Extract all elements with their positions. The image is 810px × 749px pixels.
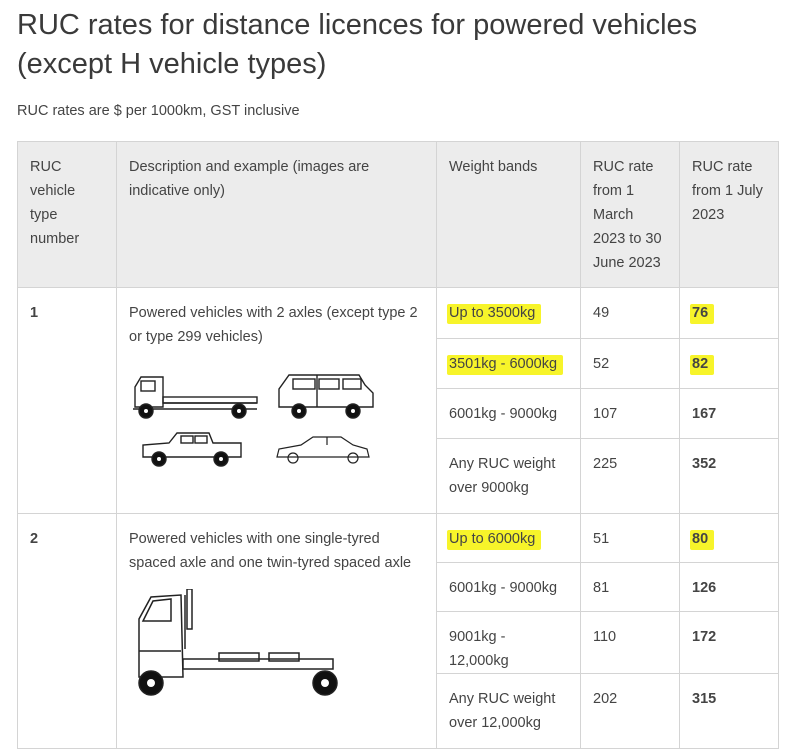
van-icon <box>278 374 374 419</box>
page-title: RUC rates for distance licences for powe… <box>17 9 698 80</box>
table-row: 9001kg - 12,000kg 110 172 <box>18 611 779 674</box>
rate-new-cell: 352 <box>679 438 779 514</box>
description-cell: Powered vehicles with 2 axles (except ty… <box>116 287 437 514</box>
rate-old-cell: 225 <box>580 438 680 514</box>
weight-band-cell: 3501kg - 6000kg <box>436 338 581 389</box>
weight-band-text: Up to 6000kg <box>447 530 542 550</box>
vehicle-illustrations <box>138 589 338 696</box>
weight-band-text: 3501kg - 6000kg <box>447 355 564 375</box>
table-row: 2 Powered vehicles with one single-tyred… <box>17 513 779 749</box>
header-rate-march-2023: RUC rate from 1 March 2023 to 30 June 20… <box>580 141 680 288</box>
description-text: Powered vehicles with one single-tyred s… <box>129 531 412 571</box>
flatbed-truck-icon <box>133 376 258 419</box>
rate-new-cell: 172 <box>679 611 779 674</box>
table-row: 6001kg - 9000kg 107 167 <box>18 388 779 439</box>
rate-new-cell: 82 <box>679 338 779 389</box>
rate-old-cell: 52 <box>580 338 680 389</box>
weight-band-cell: 6001kg - 9000kg <box>436 562 581 612</box>
page-subtitle: RUC rates are $ per 1000km, GST inclusiv… <box>17 103 300 119</box>
pickup-truck-icon <box>142 432 242 467</box>
rate-old-cell: 110 <box>580 611 680 674</box>
sedan-car-icon <box>276 436 370 464</box>
vehicle-illustrations <box>133 374 374 467</box>
rate-new-text: 80 <box>690 530 715 550</box>
weight-band-text: Up to 3500kg <box>447 304 542 324</box>
table-row: 1 Powered vehicles with 2 axles (except … <box>17 287 779 514</box>
table-row: Any RUC weight over 9000kg 225 352 <box>18 438 779 514</box>
header-rate-july-2023: RUC rate from 1 July 2023 <box>679 141 779 288</box>
rate-new-cell: 76 <box>679 287 779 339</box>
description-text: Powered vehicles with 2 axles (except ty… <box>129 305 418 345</box>
weight-band-cell: 9001kg - 12,000kg <box>436 611 581 674</box>
header-type-number: RUC vehicle type number <box>17 141 117 288</box>
weight-band-cell: Up to 6000kg <box>436 513 581 563</box>
weight-band-cell: Any RUC weight over 9000kg <box>436 438 581 514</box>
rate-new-text: 76 <box>690 304 715 324</box>
header-weight-bands: Weight bands <box>436 141 581 288</box>
description-cell: Powered vehicles with one single-tyred s… <box>116 513 437 749</box>
rate-new-cell: 167 <box>679 388 779 439</box>
header-description: Description and example (images are indi… <box>116 141 437 288</box>
rate-new-cell: 80 <box>679 513 779 563</box>
rate-old-cell: 81 <box>580 562 680 612</box>
weight-band-cell: 6001kg - 9000kg <box>436 388 581 439</box>
rate-new-cell: 126 <box>679 562 779 612</box>
cab-chassis-truck-icon <box>138 589 338 696</box>
rate-old-cell: 51 <box>580 513 680 563</box>
ruc-rates-table: RUC vehicle type number Description and … <box>17 141 779 749</box>
table-header-row: RUC vehicle type number Description and … <box>17 141 779 288</box>
weight-band-cell: Any RUC weight over 12,000kg <box>436 673 581 749</box>
type-number-cell: 2 <box>17 513 117 749</box>
rate-old-cell: 107 <box>580 388 680 439</box>
table-row: Any RUC weight over 12,000kg 202 315 <box>18 673 779 749</box>
type-number-cell: 1 <box>17 287 117 514</box>
rate-new-text: 82 <box>690 355 715 375</box>
rate-new-cell: 315 <box>679 673 779 749</box>
rate-old-cell: 202 <box>580 673 680 749</box>
rate-old-cell: 49 <box>580 287 680 339</box>
weight-band-cell: Up to 3500kg <box>436 287 581 339</box>
